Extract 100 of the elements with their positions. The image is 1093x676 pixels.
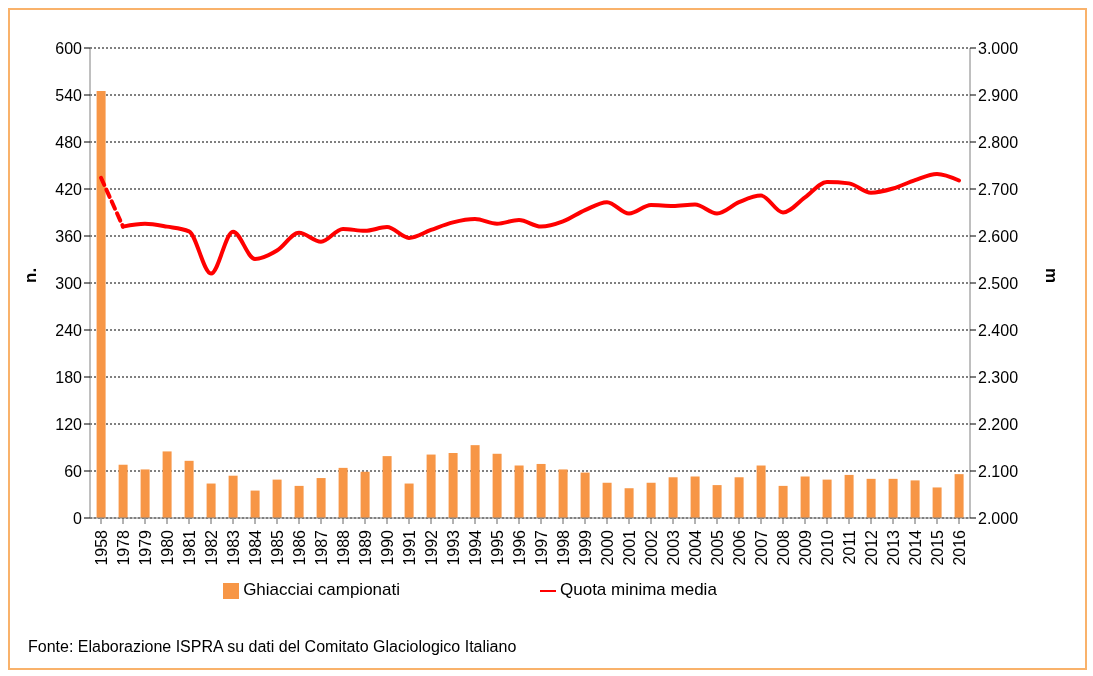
- x-tick-label: 2003: [664, 529, 682, 566]
- y2-tick-label: 2.500: [978, 274, 1019, 292]
- bar: [888, 478, 898, 518]
- x-tick-label: 2011: [840, 529, 858, 565]
- y-tick-label: 480: [55, 133, 83, 151]
- x-tick-label: 2014: [906, 529, 924, 566]
- x-tick-label: 2007: [752, 529, 770, 566]
- bar: [646, 482, 656, 518]
- bar: [844, 474, 854, 518]
- x-tick-label: 2004: [686, 529, 704, 566]
- y-tick-label: 240: [55, 321, 83, 339]
- bar: [184, 460, 194, 518]
- x-tick-label: 1987: [312, 529, 330, 566]
- bar: [624, 488, 634, 518]
- x-tick-label: 1979: [136, 529, 154, 566]
- x-tick-label: 1985: [268, 529, 286, 566]
- x-tick-label: 1992: [422, 529, 440, 566]
- x-tick-label: 1980: [158, 529, 176, 566]
- y2-tick-label: 2.400: [978, 321, 1019, 339]
- bar: [954, 474, 964, 518]
- bar: [360, 471, 370, 518]
- x-tick-label: 1984: [246, 529, 264, 566]
- x-tick-label: 2013: [884, 529, 902, 566]
- y2-tick-label: 2.000: [978, 509, 1019, 527]
- x-tick-label: 1958: [92, 529, 110, 566]
- bar: [140, 469, 150, 518]
- x-tick-label: 1988: [334, 529, 352, 566]
- bar: [404, 483, 414, 518]
- bar: [228, 475, 238, 518]
- bar: [910, 480, 920, 518]
- bar: [338, 467, 348, 518]
- x-tick-label: 2008: [774, 529, 792, 566]
- x-tick-label: 1999: [576, 529, 594, 566]
- x-tick-label: 1981: [180, 529, 198, 566]
- x-tick-label: 2006: [730, 529, 748, 566]
- bar: [272, 479, 282, 518]
- x-tick-label: 1982: [202, 529, 220, 566]
- bar: [492, 453, 502, 518]
- y-tick-label: 360: [55, 227, 83, 245]
- x-tick-label: 2000: [598, 529, 616, 566]
- y2-tick-label: 2.800: [978, 133, 1019, 151]
- bar: [668, 477, 678, 518]
- x-tick-label: 1983: [224, 529, 242, 566]
- bar: [514, 465, 524, 518]
- bar: [426, 454, 436, 518]
- x-tick-label: 2016: [950, 529, 968, 566]
- y-tick-label: 540: [55, 86, 83, 104]
- legend-label: Quota minima media: [560, 580, 717, 599]
- y-tick-label: 600: [55, 39, 83, 57]
- x-tick-label: 2005: [708, 529, 726, 566]
- y2-tick-label: 2.100: [978, 462, 1019, 480]
- bar: [866, 478, 876, 518]
- y2-tick-label: 3.000: [978, 39, 1019, 57]
- y-tick-label: 60: [64, 462, 83, 480]
- x-tick-label: 2010: [818, 529, 836, 566]
- bar: [734, 477, 744, 518]
- bar: [580, 472, 590, 518]
- bar: [294, 485, 304, 518]
- x-tick-label: 1991: [400, 529, 418, 566]
- x-tick-label: 2002: [642, 529, 660, 566]
- y-tick-label: 300: [55, 274, 83, 292]
- x-tick-label: 1989: [356, 529, 374, 566]
- bar: [316, 478, 326, 518]
- bar: [602, 482, 612, 518]
- y2-tick-label: 2.700: [978, 180, 1019, 198]
- bar: [712, 485, 722, 518]
- bar: [800, 476, 810, 518]
- bar: [470, 445, 480, 518]
- y-tick-label: 0: [73, 509, 83, 527]
- bar: [382, 456, 392, 518]
- x-tick-label: 2001: [620, 529, 638, 566]
- x-tick-label: 1996: [510, 529, 528, 566]
- x-tick-label: 2015: [928, 529, 946, 566]
- bar: [756, 465, 766, 518]
- y2-tick-label: 2.200: [978, 415, 1019, 433]
- x-tick-label: 1994: [466, 529, 484, 566]
- y2-tick-label: 2.300: [978, 368, 1019, 386]
- y2-axis-title: m: [1041, 267, 1061, 283]
- bar: [250, 490, 260, 518]
- x-tick-label: 1986: [290, 529, 308, 566]
- bar: [690, 476, 700, 518]
- source-note: Fonte: Elaborazione ISPRA su dati del Comitato Glaciologico Italiano: [28, 638, 517, 656]
- bar: [778, 485, 788, 518]
- bar: [448, 452, 458, 518]
- x-tick-label: 1995: [488, 529, 506, 566]
- y-tick-label: 420: [55, 180, 83, 198]
- y-tick-label: 180: [55, 368, 83, 386]
- x-tick-label: 1993: [444, 529, 462, 566]
- y2-tick-label: 2.600: [978, 227, 1019, 245]
- x-tick-label: 1997: [532, 529, 550, 566]
- y2-tick-label: 2.900: [978, 86, 1019, 104]
- bar: [206, 483, 216, 518]
- y-tick-label: 120: [55, 415, 83, 433]
- legend-label: Ghiacciai campionati: [243, 580, 400, 599]
- bar: [536, 463, 546, 518]
- x-tick-label: 2012: [862, 529, 880, 566]
- bar: [162, 451, 172, 518]
- y-axis-title: n.: [21, 267, 41, 283]
- bar: [822, 479, 832, 518]
- bar: [118, 464, 128, 518]
